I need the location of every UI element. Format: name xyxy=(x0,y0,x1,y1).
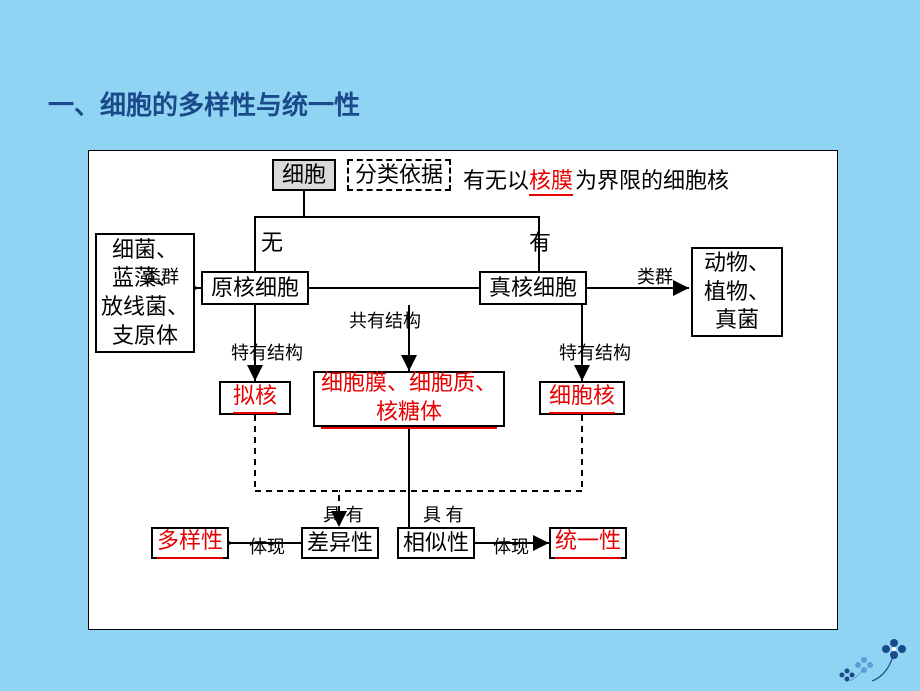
node-diversity: 多样性 xyxy=(151,527,229,559)
label-criterion_post: 为界限的细胞核 xyxy=(575,163,729,195)
label-group_r: 类群 xyxy=(637,263,673,289)
label-embody_l: 体现 xyxy=(249,533,285,559)
label-group_l: 类群 xyxy=(143,263,179,289)
label-criterion_key: 核膜 xyxy=(529,163,573,195)
slide: 一、细胞的多样性与统一性 细胞分类依据有无以核膜为界限的细胞核无 有原核细胞 真核细… xyxy=(0,0,920,691)
node-basis: 分类依据 xyxy=(347,159,451,191)
node-nucleus: 细胞核 xyxy=(539,381,625,415)
label-has_l: 具 有 xyxy=(323,501,364,527)
slide-title: 一、细胞的多样性与统一性 xyxy=(48,85,360,122)
node-unity: 统一性 xyxy=(549,527,627,559)
label-no: 无 xyxy=(261,225,283,257)
label-embody_r: 体现 xyxy=(493,533,529,559)
node-cell: 细胞 xyxy=(272,159,336,191)
flower-icon xyxy=(828,613,908,683)
label-criterion_pre: 有无以 xyxy=(463,163,529,195)
concept-diagram: 细胞分类依据有无以核膜为界限的细胞核无 有原核细胞 真核细胞 细菌、 蓝藻、 放线菌、… xyxy=(88,150,838,630)
node-nucleoid: 拟核 xyxy=(219,381,291,415)
label-has_r: 具 有 xyxy=(423,501,464,527)
node-prokaryote: 原核细胞 xyxy=(201,271,309,305)
label-shared_lbl: 共有结构 xyxy=(349,307,421,333)
node-euk_examples: 动物、 植物、 真菌 xyxy=(691,247,783,337)
node-shared: 细胞膜、细胞质、 核糖体 xyxy=(313,371,505,427)
corner-decoration xyxy=(828,613,908,683)
node-prok_examples: 细菌、 蓝藻、 放线菌、 支原体 xyxy=(95,233,195,353)
label-unique_l: 特有结构 xyxy=(231,339,303,365)
node-eukaryote: 真核细胞 xyxy=(479,271,587,305)
node-sim: 相似性 xyxy=(397,527,475,559)
node-diff: 差异性 xyxy=(301,527,379,559)
label-yes: 有 xyxy=(529,225,551,257)
label-unique_r: 特有结构 xyxy=(559,339,631,365)
